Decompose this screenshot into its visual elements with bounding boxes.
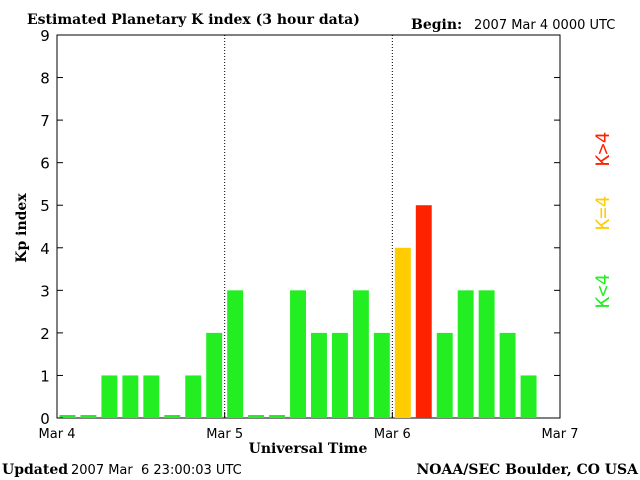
- kp-bar: [164, 415, 181, 418]
- y-tick-label: 6: [40, 155, 50, 173]
- kp-bar: [499, 332, 516, 418]
- y-tick-label: 9: [40, 27, 50, 45]
- y-tick-label: 2: [40, 325, 50, 343]
- kp-bar: [436, 332, 453, 418]
- x-tick-label: Mar 5: [206, 427, 243, 442]
- x-tick-label: Mar 7: [542, 427, 579, 442]
- x-tick-label: Mar 6: [374, 427, 411, 442]
- kp-bar: [206, 332, 223, 418]
- kp-bar: [269, 415, 286, 418]
- day-separators: [224, 35, 393, 418]
- kp-bar: [331, 332, 348, 418]
- x-tick-label: Mar 4: [39, 427, 76, 442]
- y-axis: 0 1 2 3 4 5 6 7 8 9: [40, 27, 560, 428]
- kp-bar: [143, 375, 160, 418]
- legend-high: K>4: [592, 132, 614, 166]
- kp-bar: [352, 290, 369, 418]
- plot-frame: [56, 34, 561, 419]
- x-axis: Mar 4 Mar 5 Mar 6 Mar 7: [39, 412, 579, 442]
- kp-bar: [248, 415, 265, 418]
- begin-label: Begin:: [411, 17, 462, 33]
- kp-bar: [290, 290, 306, 418]
- kp-bar: [457, 290, 474, 418]
- begin-value: 2007 Mar 4 0000 UTC: [474, 18, 615, 33]
- updated-label: Updated: [2, 462, 68, 478]
- kp-bar: [478, 290, 495, 418]
- legend-equal: K=4: [592, 196, 614, 230]
- x-axis-label: Universal Time: [249, 441, 368, 457]
- updated-value: 2007 Mar 6 23:00:03 UTC: [71, 463, 242, 478]
- y-tick-label: 8: [40, 70, 50, 88]
- y-axis-label: Kp index: [14, 193, 30, 263]
- kp-bar: [520, 375, 537, 418]
- kp-bar: [373, 332, 390, 418]
- y-tick-label: 1: [40, 367, 50, 385]
- chart-title: Estimated Planetary K index (3 hour data…: [27, 12, 360, 28]
- y-tick-label: 3: [40, 282, 50, 300]
- kp-bar: [59, 415, 76, 418]
- kp-bar: [80, 415, 97, 418]
- kp-bar: [185, 375, 202, 418]
- y-tick-label: 0: [40, 410, 50, 428]
- y-tick-label: 5: [40, 197, 50, 215]
- source-credit: NOAA/SEC Boulder, CO USA: [417, 462, 640, 478]
- kp-bar: [227, 290, 244, 418]
- kp-bar: [394, 247, 411, 418]
- y-tick-label: 4: [40, 240, 50, 258]
- bars: [59, 205, 537, 418]
- legend: K<4 K=4 K>4: [592, 132, 614, 308]
- kp-bar: [101, 375, 118, 418]
- kp-bar: [122, 375, 139, 418]
- y-tick-label: 7: [40, 112, 50, 130]
- legend-low: K<4: [592, 274, 614, 308]
- kp-bar: [311, 332, 327, 418]
- kp-bar: [415, 205, 432, 418]
